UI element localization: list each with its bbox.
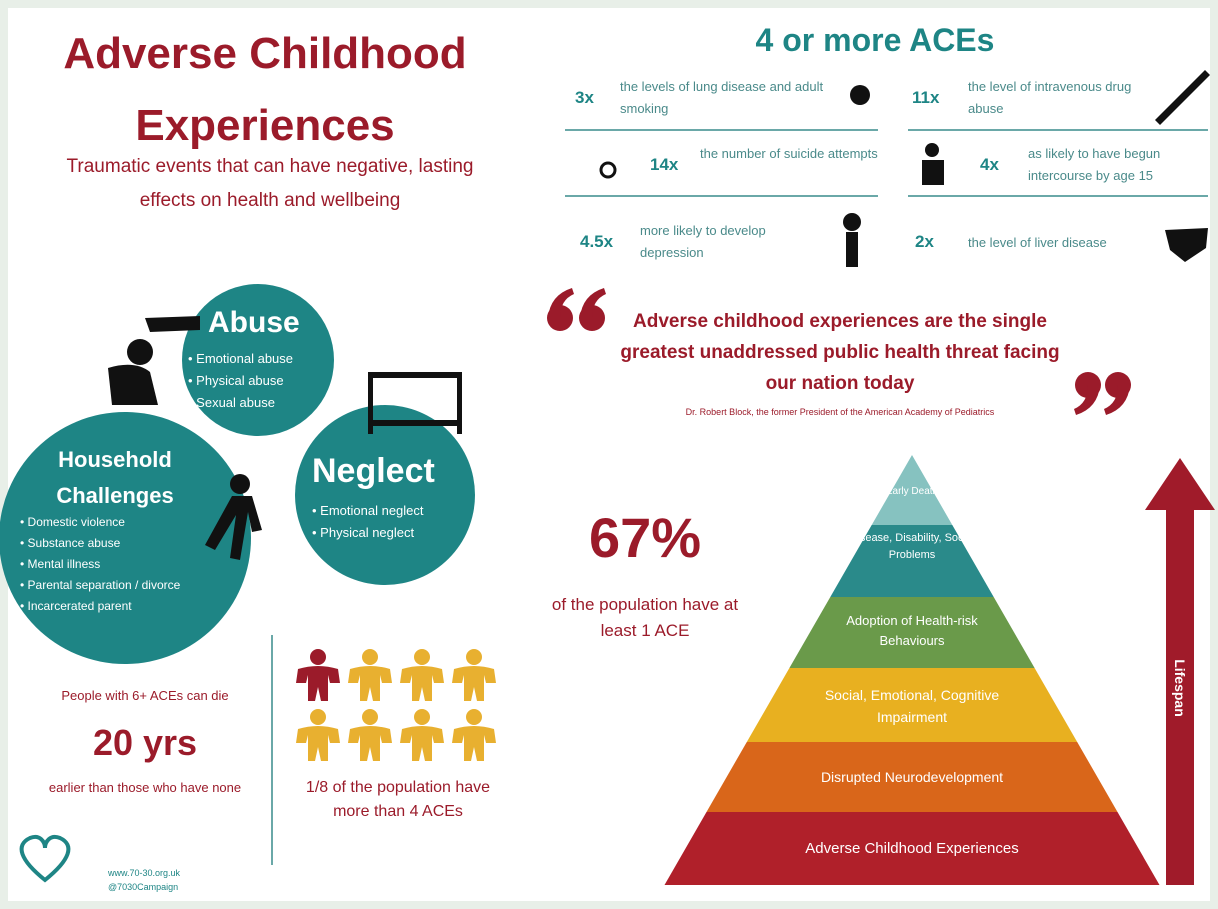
household-list: Domestic violence Substance abuse Mental… [20,512,180,617]
abuse-list: Emotional abuse Physical abuse Sexual ab… [188,348,293,414]
ace-multiplier: 2x [915,232,934,252]
neglect-item: Emotional neglect [312,500,424,522]
neglect-item: Physical neglect [312,522,424,544]
prevalence-text: of the population have at least 1 ACE [550,592,740,644]
prevalence-figure: 67% [555,505,735,570]
pyramid-level: Disease, Disability, Social Problems [832,530,992,564]
population-text: 1/8 of the population have more than 4 A… [288,776,508,824]
neglect-title: Neglect [312,452,435,491]
household-item: Parental separation / divorce [20,575,180,596]
quote-text: Adverse childhood experiences are the si… [605,306,1075,399]
abuse-title: Abuse [208,306,300,340]
ace-text: more likely to develop depression [640,220,825,264]
footer-website: www.70-30.org.uk [108,866,180,880]
ace-text: the number of suicide attempts [700,143,880,165]
pyramid-level: Social, Emotional, Cognitive Impairment [812,684,1012,728]
pyramid [665,455,1160,885]
ace-text: the levels of lung disease and adult smo… [620,76,830,120]
infographic: Adverse Childhood Experiences Traumatic … [0,0,1218,909]
abuse-item: Emotional abuse [188,348,293,370]
ace-multiplier: 4.5x [580,232,613,252]
neglect-circle [295,405,475,585]
household-title: Household Challenges [15,442,215,514]
household-item: Mental illness [20,554,180,575]
arrow-label: Lifespan [1172,648,1188,728]
footer-handle: @7030Campaign [108,880,180,894]
neglect-list: Emotional neglect Physical neglect [312,500,424,544]
pyramid-level: Disrupted Neurodevelopment [712,766,1112,788]
household-item: Domestic violence [20,512,180,533]
abuse-item: Physical abuse [188,370,293,392]
title: Adverse Childhood Experiences [10,18,520,162]
early-death-figure: 20 yrs [30,722,260,764]
ace-multiplier: 14x [650,155,678,175]
logo [22,837,69,880]
household-item: Incarcerated parent [20,596,180,617]
footer: www.70-30.org.uk @7030Campaign [108,866,180,894]
subtitle: Traumatic events that can have negative,… [65,150,475,218]
early-death-tail: earlier than those who have none [40,778,250,798]
ace-text: the level of liver disease [968,232,1163,254]
early-death-lead: People with 6+ ACEs can die [30,688,260,703]
ace-text: as likely to have begun intercourse by a… [1028,143,1213,187]
ace-multiplier: 11x [912,88,939,108]
pyramid-level: Adoption of Health-risk Behaviours [812,611,1012,651]
pyramid-level: Adverse Childhood Experiences [712,838,1112,860]
quote-attribution: Dr. Robert Block, the former President o… [640,405,1040,419]
ace-multiplier: 3x [575,88,594,108]
people [296,649,496,761]
ace-text: the level of intravenous drug abuse [968,76,1153,120]
abuse-item: Sexual abuse [188,392,293,414]
household-item: Substance abuse [20,533,180,554]
pyramid-level: Early Death [882,485,942,498]
aces-title: 4 or more ACEs [540,22,1210,59]
ace-multiplier: 4x [980,155,999,175]
